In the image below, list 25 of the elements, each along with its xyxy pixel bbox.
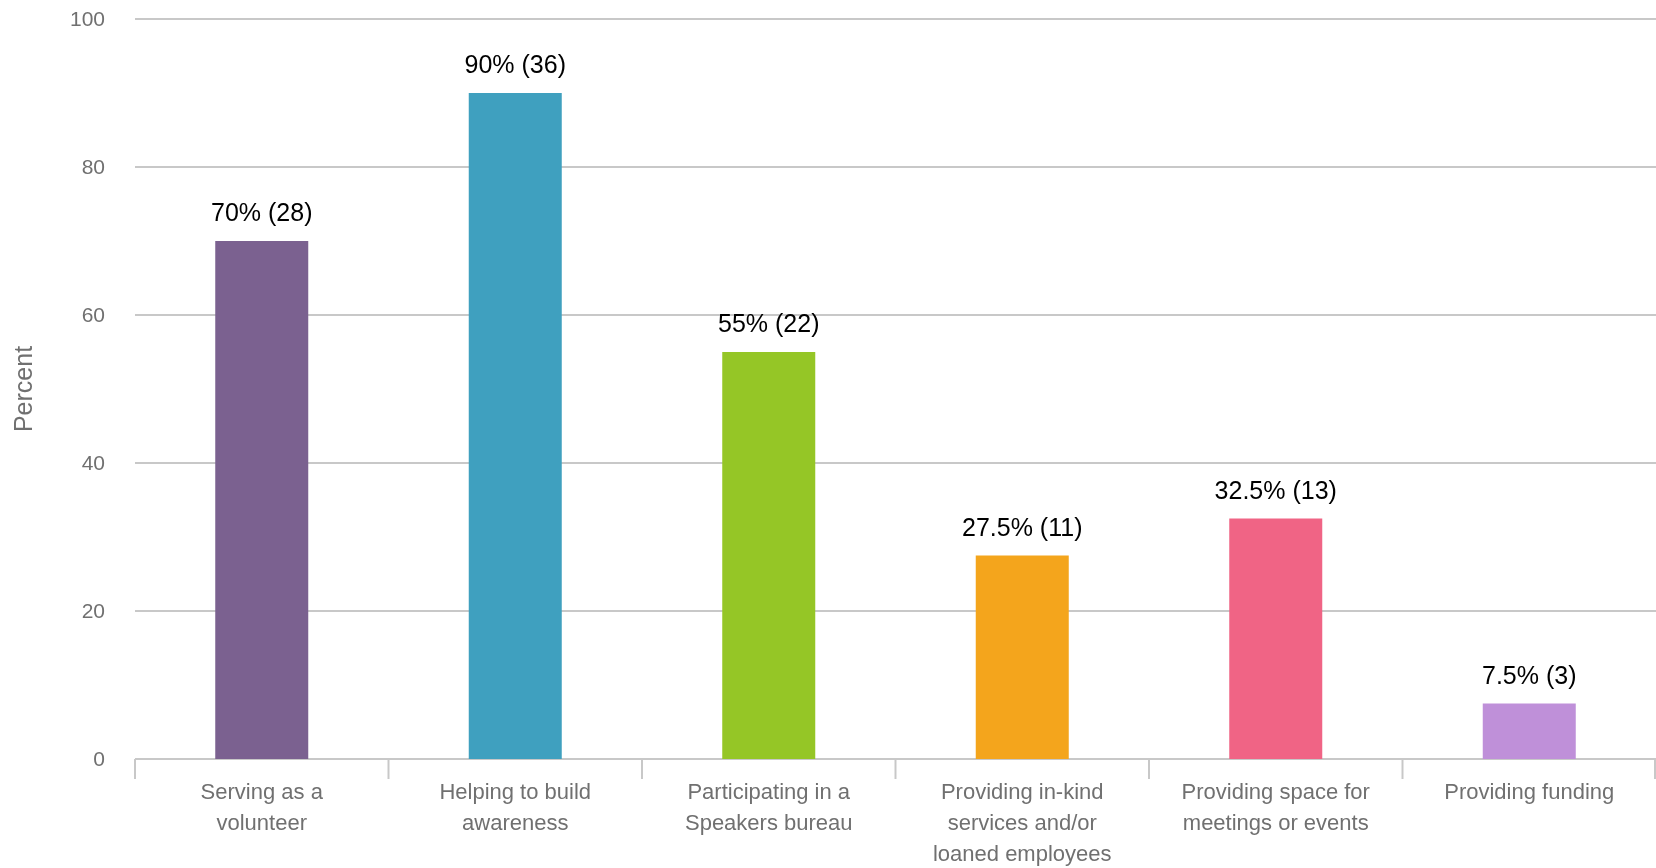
bar bbox=[975, 555, 1069, 759]
y-tick-label: 100 bbox=[69, 7, 105, 31]
y-tick-label: 0 bbox=[93, 747, 105, 771]
data-label: 55% (22) bbox=[718, 309, 820, 337]
bar bbox=[468, 93, 562, 759]
x-tick-label: Providing in-kind services and/or loaned employees bbox=[932, 779, 1112, 866]
y-axis-title: Percent bbox=[9, 345, 37, 433]
data-label: 27.5% (11) bbox=[962, 512, 1083, 541]
data-label: 70% (28) bbox=[211, 198, 313, 226]
x-tick-label: Providing space for meetings or events bbox=[1181, 779, 1370, 835]
data-label: 7.5% (3) bbox=[1482, 660, 1577, 689]
bar bbox=[722, 352, 816, 759]
data-label: 90% (36) bbox=[464, 50, 566, 78]
y-tick-label: 80 bbox=[81, 155, 105, 179]
y-tick-label: 60 bbox=[81, 303, 105, 327]
x-tick-label: Providing funding bbox=[1444, 779, 1615, 804]
bar bbox=[1229, 518, 1323, 759]
y-tick-label: 20 bbox=[81, 599, 105, 623]
x-tick-label: Participating in a Speakers bureau bbox=[684, 779, 853, 835]
x-tick-label: Helping to build awareness bbox=[439, 779, 592, 835]
bar bbox=[1482, 703, 1576, 759]
y-tick-label: 40 bbox=[81, 451, 105, 475]
bar bbox=[215, 241, 309, 759]
x-tick-label: Serving as a volunteer bbox=[200, 779, 324, 835]
data-label: 32.5% (13) bbox=[1214, 475, 1337, 504]
